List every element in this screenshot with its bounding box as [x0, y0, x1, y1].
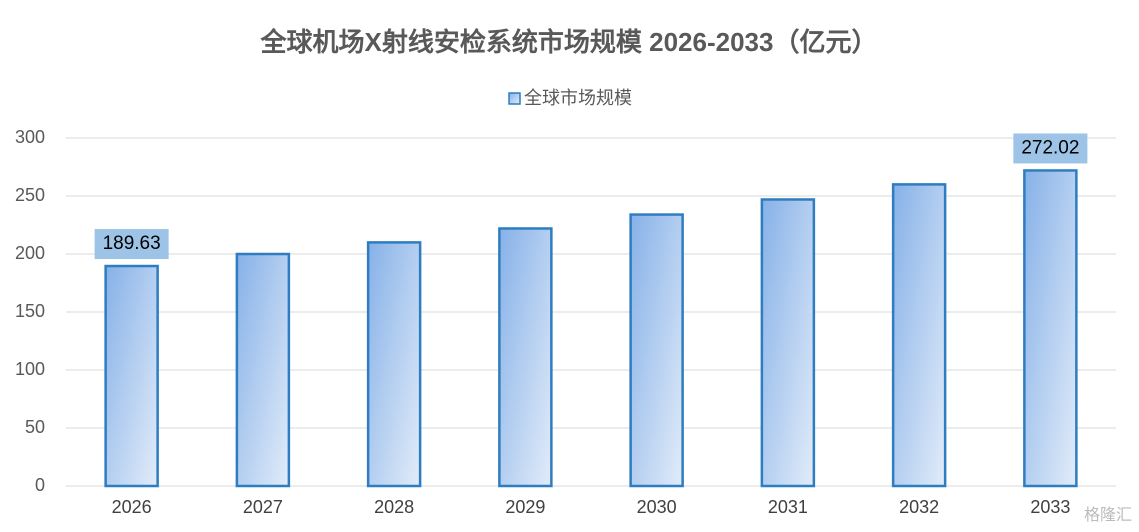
bar: [1023, 169, 1078, 488]
value-label-box: [94, 229, 169, 260]
y-tick-label: 250: [15, 185, 45, 205]
legend-marker: [508, 92, 521, 105]
value-label: 272.02: [1021, 137, 1079, 158]
y-tick-label: 300: [15, 127, 45, 147]
x-tick-label: 2033: [1030, 497, 1070, 517]
x-tick-label: 2031: [768, 497, 808, 517]
x-tick-label: 2028: [374, 497, 414, 517]
x-tick-label: 2027: [243, 497, 283, 517]
bar: [629, 213, 684, 488]
bar: [891, 183, 947, 488]
y-tick-label: 100: [15, 359, 45, 379]
y-tick-label: 150: [15, 301, 45, 321]
x-tick-label: 2026: [112, 497, 152, 517]
value-label-box: [1013, 133, 1088, 164]
value-label: 189.63: [103, 233, 161, 254]
bar: [366, 241, 422, 488]
legend-label: 全球市场规模: [524, 88, 632, 108]
x-tick-label: 2029: [505, 497, 545, 517]
bar: [104, 264, 159, 488]
bar: [498, 227, 553, 488]
x-tick-label: 2030: [637, 497, 677, 517]
bar: [760, 198, 816, 488]
y-tick-label: 200: [15, 243, 45, 263]
bar: [235, 252, 291, 488]
y-tick-label: 50: [25, 417, 45, 437]
watermark: 格隆汇: [1084, 506, 1132, 524]
chart-title: 全球机场X射线安检系统市场规模 2026-2033（亿元）: [260, 27, 878, 57]
x-tick-label: 2032: [899, 497, 939, 517]
y-tick-label: 0: [35, 475, 45, 495]
